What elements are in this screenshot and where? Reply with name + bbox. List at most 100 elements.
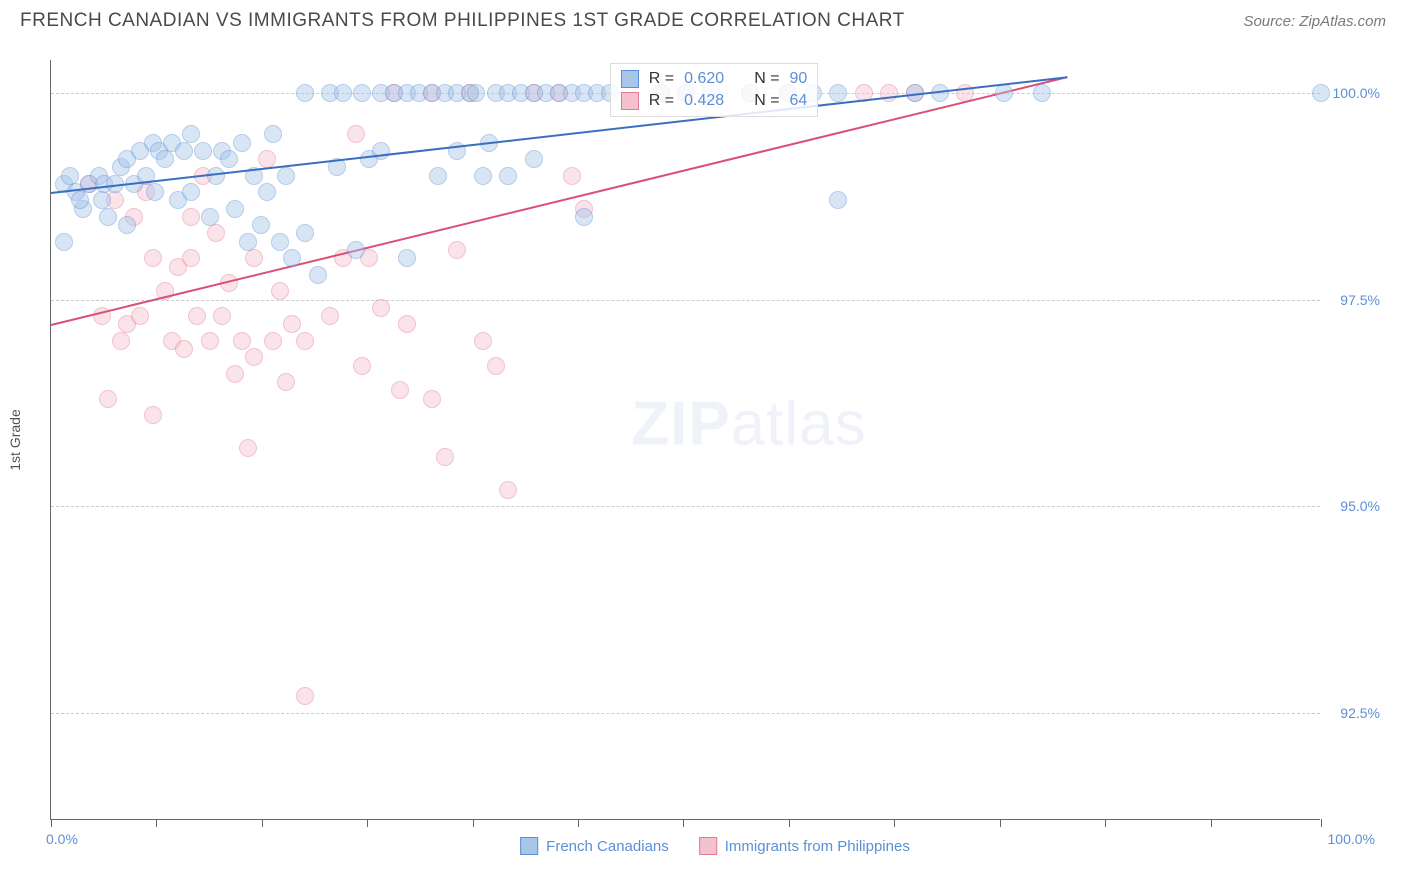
x-tick	[51, 819, 52, 827]
data-point-b	[423, 390, 441, 408]
data-point-b	[245, 348, 263, 366]
data-point-a	[283, 249, 301, 267]
data-point-a	[175, 142, 193, 160]
x-tick	[1000, 819, 1001, 827]
data-point-a	[1033, 84, 1051, 102]
data-point-b	[144, 406, 162, 424]
data-point-b	[296, 332, 314, 350]
y-tick-label: 92.5%	[1325, 705, 1380, 721]
source-credit: Source: ZipAtlas.com	[1243, 13, 1386, 30]
data-point-b	[499, 481, 517, 499]
data-point-a	[347, 241, 365, 259]
y-tick-label: 100.0%	[1325, 85, 1380, 101]
data-point-b	[131, 307, 149, 325]
data-point-a	[829, 84, 847, 102]
data-point-a	[334, 84, 352, 102]
data-point-b	[182, 208, 200, 226]
data-point-a	[499, 167, 517, 185]
data-point-a	[194, 142, 212, 160]
data-point-b	[239, 439, 257, 457]
data-point-a	[429, 167, 447, 185]
x-tick	[683, 819, 684, 827]
data-point-a	[55, 233, 73, 251]
data-point-a	[372, 142, 390, 160]
data-point-b	[391, 381, 409, 399]
data-point-a	[226, 200, 244, 218]
legend-label-b: Immigrants from Philippines	[725, 838, 910, 855]
data-point-b	[398, 315, 416, 333]
y-tick-label: 97.5%	[1325, 292, 1380, 308]
data-point-a	[264, 125, 282, 143]
legend-item-a: French Canadians	[520, 837, 669, 855]
x-tick	[473, 819, 474, 827]
x-end-label: 100.0%	[1328, 831, 1375, 847]
data-point-b	[283, 315, 301, 333]
data-point-b	[563, 167, 581, 185]
legend-swatch-a	[520, 837, 538, 855]
x-tick	[367, 819, 368, 827]
stats-swatch-b	[621, 92, 639, 110]
data-point-a	[271, 233, 289, 251]
data-point-a	[277, 167, 295, 185]
stats-row-b: R = 0.428 N = 64	[621, 90, 808, 112]
stats-r-value: 0.428	[684, 92, 724, 110]
data-point-b	[296, 687, 314, 705]
x-tick	[894, 819, 895, 827]
data-point-b	[207, 224, 225, 242]
data-point-b	[182, 249, 200, 267]
data-point-a	[575, 208, 593, 226]
data-point-a	[71, 191, 89, 209]
data-point-b	[213, 307, 231, 325]
watermark: ZIPatlas	[631, 389, 866, 460]
data-point-a	[118, 216, 136, 234]
stats-r-label: R =	[649, 92, 674, 110]
data-point-b	[264, 332, 282, 350]
data-point-a	[398, 249, 416, 267]
x-start-label: 0.0%	[46, 831, 78, 847]
stats-n-label: N =	[754, 70, 779, 88]
data-point-b	[258, 150, 276, 168]
stats-n-label: N =	[754, 92, 779, 110]
data-point-b	[880, 84, 898, 102]
data-point-b	[347, 125, 365, 143]
data-point-b	[271, 282, 289, 300]
data-point-a	[467, 84, 485, 102]
data-point-b	[175, 340, 193, 358]
data-point-a	[474, 167, 492, 185]
data-point-b	[474, 332, 492, 350]
data-point-a	[220, 150, 238, 168]
stats-r-label: R =	[649, 70, 674, 88]
chart-title: FRENCH CANADIAN VS IMMIGRANTS FROM PHILI…	[20, 10, 905, 32]
data-point-b	[436, 448, 454, 466]
x-tick	[1211, 819, 1212, 827]
data-point-a	[296, 224, 314, 242]
gridline	[51, 300, 1320, 301]
data-point-b	[226, 365, 244, 383]
watermark-atlas: atlas	[731, 390, 867, 459]
gridline	[51, 506, 1320, 507]
data-point-b	[99, 390, 117, 408]
stats-n-value: 64	[790, 92, 808, 110]
x-tick	[262, 819, 263, 827]
stats-row-a: R =0.620N =90	[621, 68, 808, 90]
data-point-a	[156, 150, 174, 168]
data-point-b	[321, 307, 339, 325]
legend: French Canadians Immigrants from Philipp…	[520, 837, 910, 855]
data-point-b	[201, 332, 219, 350]
data-point-b	[144, 249, 162, 267]
data-point-a	[201, 208, 219, 226]
data-point-a	[182, 125, 200, 143]
data-point-a	[239, 233, 257, 251]
data-point-b	[372, 299, 390, 317]
data-point-b	[233, 332, 251, 350]
data-point-a	[182, 183, 200, 201]
data-point-a	[258, 183, 276, 201]
y-axis-label: 1st Grade	[7, 409, 23, 470]
stats-box: R =0.620N =90R =0.428N =64	[610, 63, 819, 117]
x-tick	[578, 819, 579, 827]
legend-label-a: French Canadians	[546, 838, 669, 855]
data-point-a	[353, 84, 371, 102]
legend-item-b: Immigrants from Philippines	[699, 837, 910, 855]
data-point-a	[61, 167, 79, 185]
y-tick-label: 95.0%	[1325, 498, 1380, 514]
